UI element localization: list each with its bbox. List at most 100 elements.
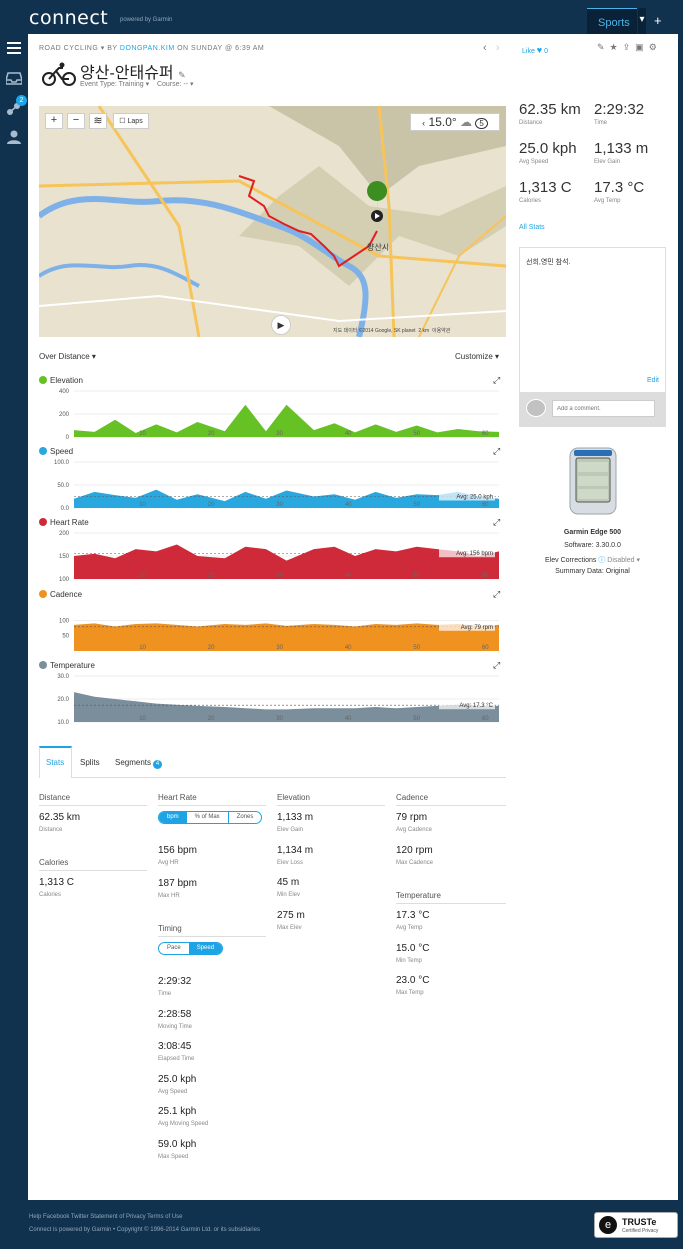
- privacy-lock-icon[interactable]: ▣: [635, 42, 649, 52]
- settings-gear-icon[interactable]: ⚙: [648, 42, 662, 52]
- map-terms[interactable]: 이용약관: [431, 328, 451, 334]
- zoom-out-button[interactable]: −: [67, 113, 85, 129]
- chart-title: Speed: [39, 447, 73, 456]
- x-tick-label: 10: [139, 573, 146, 579]
- help-icon[interactable]: ⓘ: [598, 557, 606, 564]
- timing-label: Avg Moving Speed: [158, 1121, 209, 1128]
- tab-segments[interactable]: Segments 4: [115, 758, 163, 769]
- chart-title: Temperature: [39, 661, 95, 670]
- x-tick-label: 40: [345, 573, 352, 579]
- route-map[interactable]: + − ≋ ☐ Laps ‹ 15.0° ☁ 5 양산시 ▶ 지도 데이터 ©2…: [39, 106, 506, 337]
- y-tick-label: 100.0: [54, 460, 70, 466]
- timing-value: 59.0 kph: [158, 1139, 197, 1150]
- temperature-value: 17.3 °C: [396, 910, 430, 921]
- prev-activity-icon[interactable]: ‹: [483, 42, 487, 54]
- cadence-value: 79 rpm: [396, 812, 428, 823]
- map-play-button[interactable]: ▶: [271, 315, 291, 335]
- chart-elevation[interactable]: 400 200 0 10 20 30 40 50 60: [28, 383, 508, 443]
- connect-logo[interactable]: connect: [29, 7, 109, 29]
- zoom-in-button[interactable]: +: [45, 113, 63, 129]
- map-start-marker[interactable]: [367, 181, 388, 231]
- chart-cadence[interactable]: 100 50 10 20 30 40 50 60 Avg: 79 rpm: [28, 597, 508, 657]
- notes-edit-link[interactable]: Edit: [646, 377, 659, 384]
- all-stats-link[interactable]: All Stats: [519, 224, 545, 231]
- share-icon[interactable]: ⇪: [622, 42, 636, 52]
- layers-icon[interactable]: ≋: [89, 113, 107, 129]
- expand-chart-icon[interactable]: ⤢: [493, 375, 501, 385]
- y-tick-label: 400: [59, 389, 70, 395]
- edit-icon[interactable]: ✎: [597, 42, 610, 52]
- sports-dropdown-icon[interactable]: ▾: [638, 8, 646, 34]
- course-select[interactable]: Course: -- ▾: [156, 81, 194, 88]
- timing-value: 2:29:32: [158, 976, 192, 987]
- timing-label: Moving Time: [158, 1023, 193, 1030]
- chart-title: Cadence: [39, 590, 82, 599]
- tab-stats[interactable]: Stats: [46, 758, 65, 767]
- laps-checkbox[interactable]: ☐: [119, 118, 126, 125]
- average-label-bg: [439, 621, 495, 631]
- elevation-value: 45 m: [277, 877, 300, 889]
- customize-select[interactable]: Customize ▾: [455, 352, 500, 361]
- truste-label: TRUSTe: [622, 1217, 657, 1227]
- crumb-by: BY: [107, 45, 118, 52]
- distance-label: Distance: [39, 827, 63, 833]
- chart-title: Heart Rate: [39, 518, 89, 527]
- expand-chart-icon[interactable]: ⤢: [493, 660, 501, 670]
- username-link[interactable]: DONGPAN.KIM: [119, 45, 175, 52]
- elevation-label: Elev Loss: [277, 859, 304, 866]
- x-tick-label: 40: [345, 716, 352, 722]
- chart-heart-rate[interactable]: 200 150 100 10 20 30 40 50 60 Avg: 156 bpm: [28, 525, 508, 585]
- temperature-label: Avg Temp: [396, 925, 423, 931]
- top-bar: connect powered by Garmin Sports ▾ +: [0, 0, 683, 34]
- y-tick-label: 50: [62, 634, 69, 640]
- elevation-label: Max Elev: [277, 924, 302, 931]
- expand-chart-icon[interactable]: ⤢: [493, 589, 501, 599]
- tab-splits[interactable]: Splits: [80, 758, 100, 767]
- chart-temperature[interactable]: 30.0 20.0 10.0 10 20 30 40 50 60 Avg: 17.3 °C: [28, 668, 508, 728]
- hr-bpm-option[interactable]: bpm: [159, 812, 187, 823]
- laps-toggle[interactable]: ☐ Laps: [113, 113, 149, 129]
- inbox-icon[interactable]: [5, 71, 23, 87]
- map-prev-icon[interactable]: ‹: [422, 118, 426, 128]
- menu-icon[interactable]: [5, 41, 23, 57]
- add-icon[interactable]: +: [654, 13, 662, 28]
- activity-type[interactable]: ROAD CYCLING: [39, 45, 99, 52]
- comment-input[interactable]: [552, 400, 655, 417]
- type-dropdown-icon[interactable]: ▾: [100, 45, 108, 52]
- average-label: Avg: 25.0 kph: [456, 495, 493, 501]
- expand-chart-icon[interactable]: ⤢: [493, 517, 501, 527]
- footer-copyright: Connect is powered by Garmin • Copyright…: [29, 1227, 260, 1233]
- footer-links[interactable]: Help Facebook Twitter Statement of Priva…: [29, 1214, 183, 1220]
- max-hr-value: 187 bpm: [158, 878, 197, 889]
- device-name[interactable]: Garmin Edge 500: [563, 529, 622, 536]
- next-activity-icon[interactable]: ›: [495, 42, 500, 54]
- temperature-label: Min Temp: [396, 957, 422, 964]
- favorite-icon[interactable]: ★: [609, 42, 623, 52]
- heart-icon: ♥: [536, 45, 543, 55]
- max-hr-label: Max HR: [158, 893, 180, 899]
- pace-option[interactable]: Pace: [167, 945, 181, 951]
- expand-chart-icon[interactable]: ⤢: [493, 446, 501, 456]
- sports-menu-button[interactable]: Sports: [587, 8, 637, 34]
- truste-badge[interactable]: e TRUSTe Certified Privacy: [594, 1212, 678, 1238]
- summary-value: 2:29:32: [594, 101, 645, 118]
- profile-icon[interactable]: [5, 130, 23, 146]
- y-tick-label: 150: [59, 554, 70, 560]
- elev-corrections-select[interactable]: Disabled ▾: [607, 557, 640, 564]
- elevation-value: 275 m: [277, 909, 305, 921]
- hr-zones-option[interactable]: Zones: [236, 814, 254, 820]
- over-distance-select[interactable]: Over Distance ▾: [39, 352, 96, 361]
- activity-nav: ‹ ›: [483, 42, 500, 54]
- activity-title[interactable]: 양산-안태슈퍼 ✎: [80, 59, 186, 83]
- like-button[interactable]: Like ♥ 0: [522, 45, 548, 55]
- speed-option[interactable]: Speed: [188, 943, 223, 954]
- hr-percent-option[interactable]: % of Max: [187, 812, 229, 823]
- summary-value: 17.3 °C: [594, 179, 645, 196]
- x-tick-label: 50: [413, 431, 420, 437]
- y-tick-label: 30.0: [57, 674, 69, 680]
- event-type-select[interactable]: Event Type: Training ▾: [80, 81, 150, 88]
- edit-title-icon[interactable]: ✎: [178, 70, 186, 80]
- summary-label: Elev Gain: [594, 159, 621, 165]
- timing-value: 2:28:58: [158, 1008, 192, 1020]
